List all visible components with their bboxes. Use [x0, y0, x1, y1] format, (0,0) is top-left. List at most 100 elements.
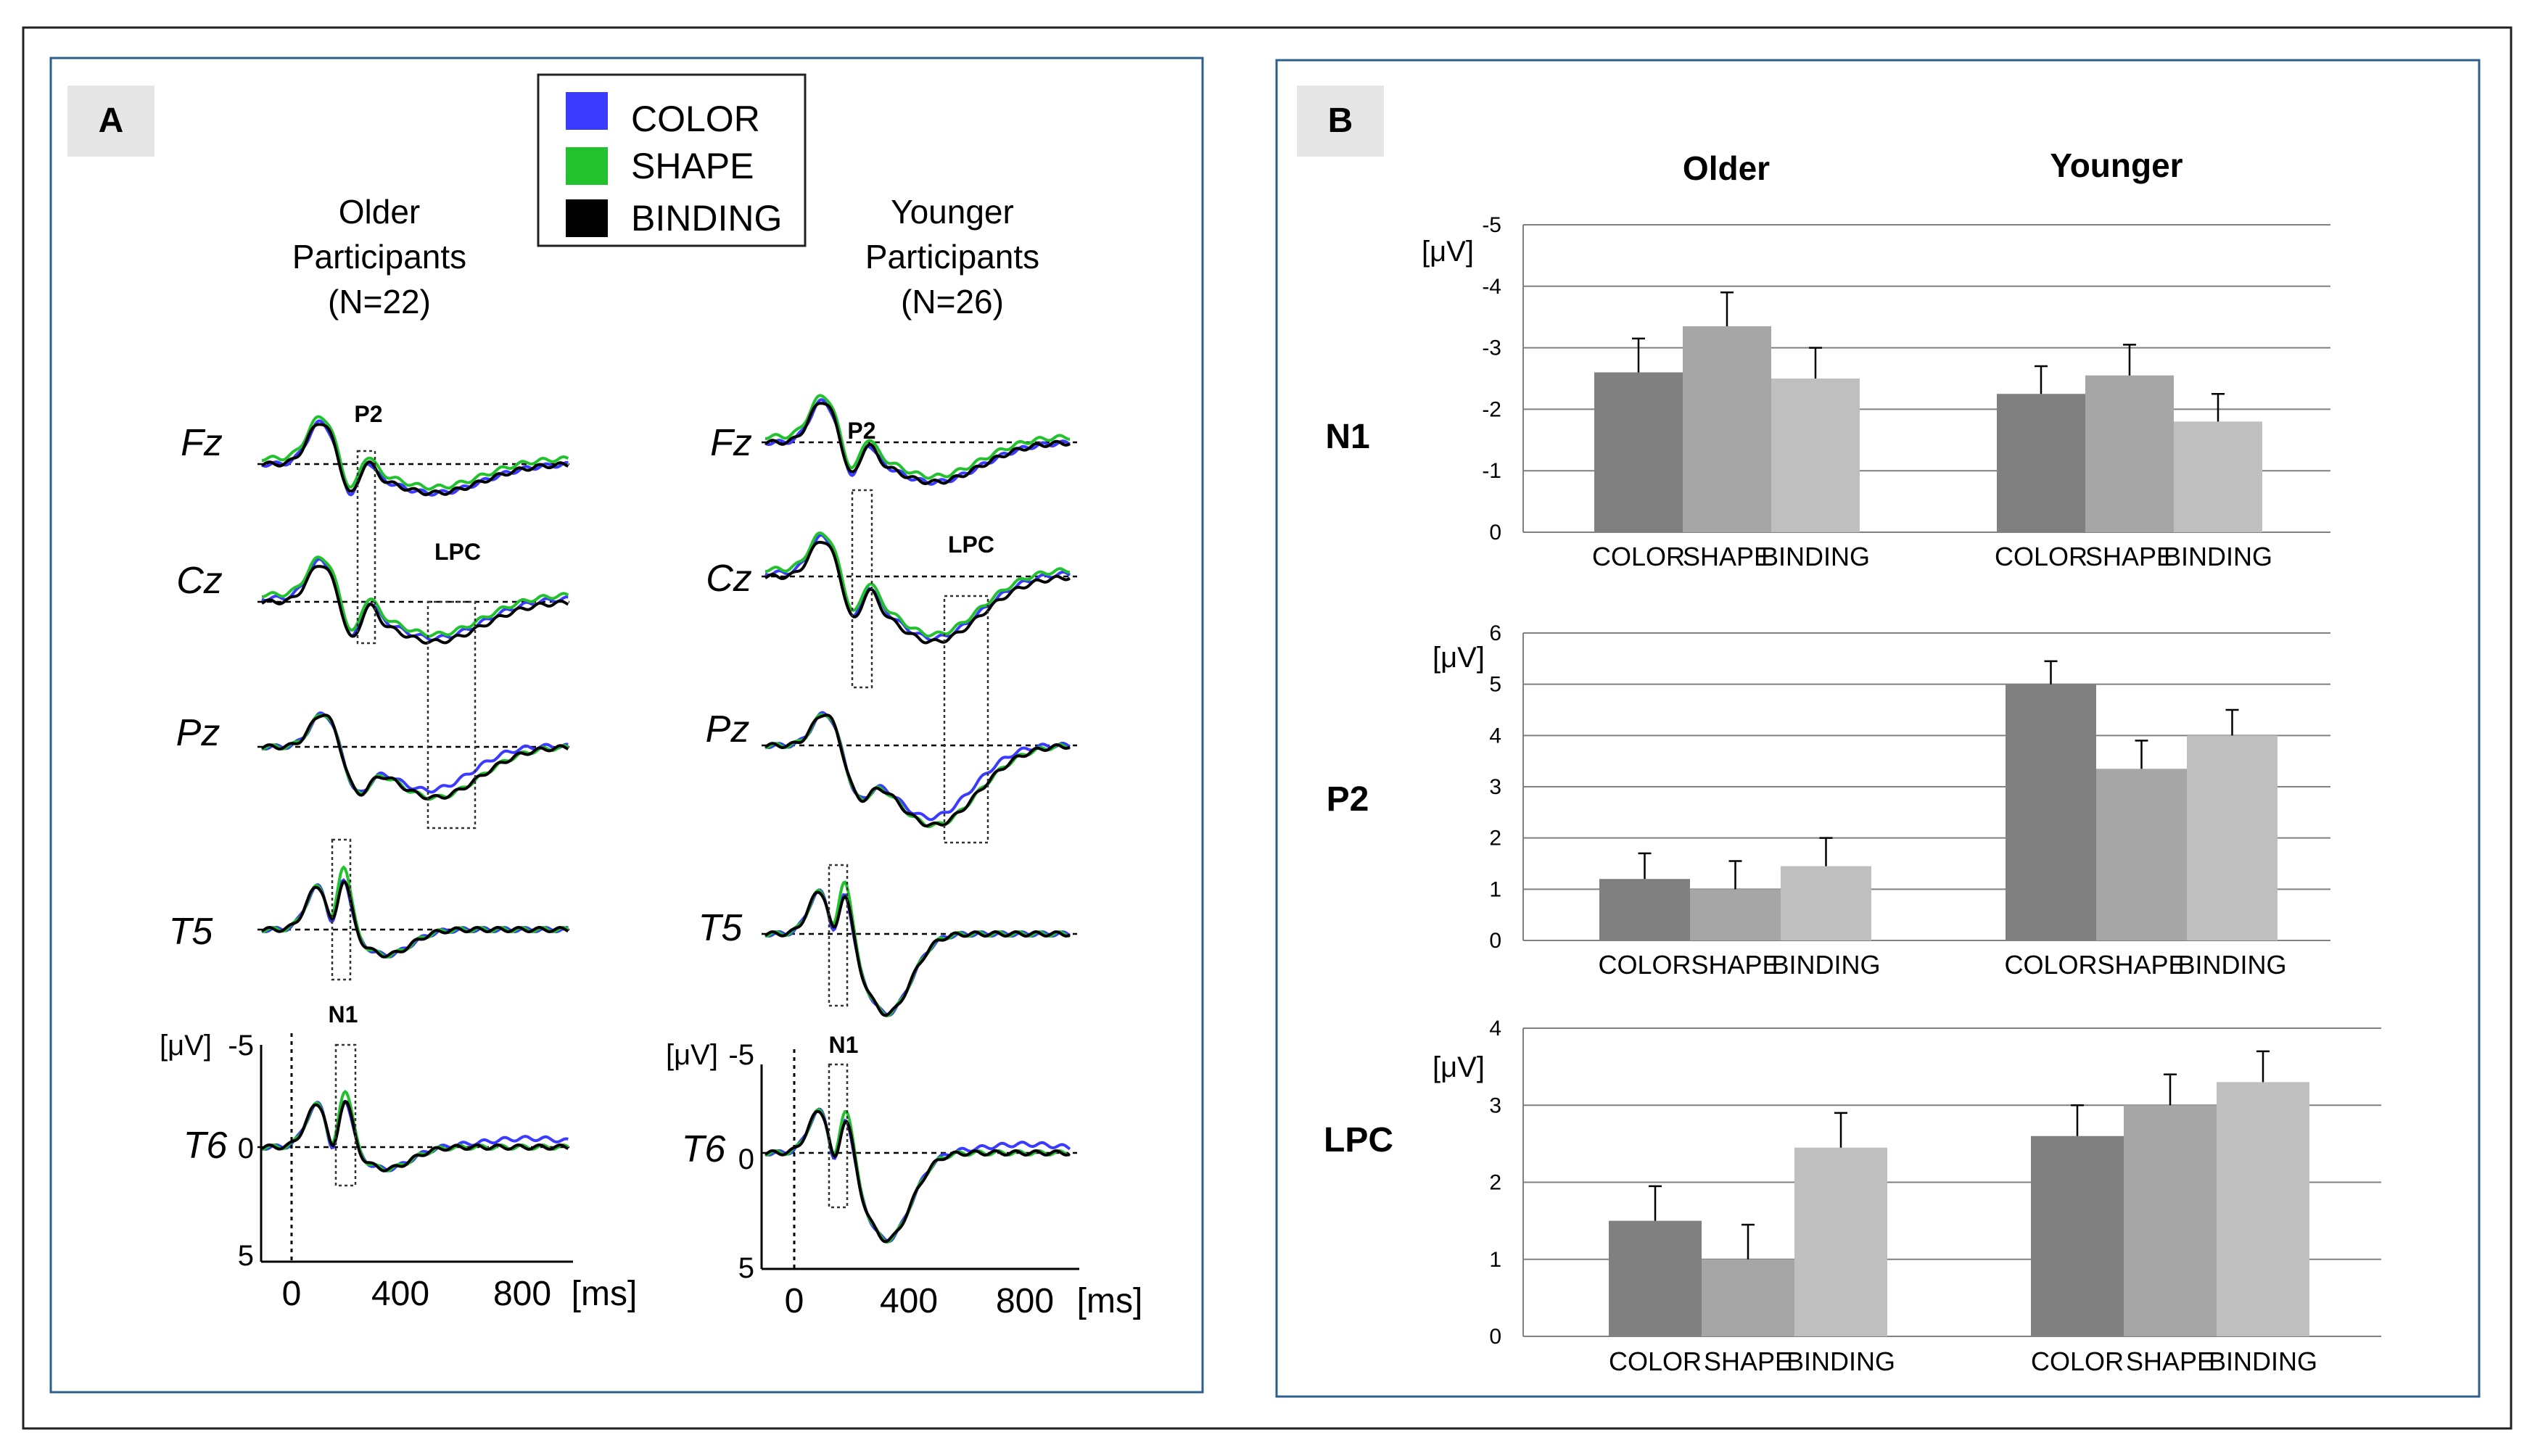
panel-b-label: B [1328, 102, 1353, 140]
channel-label-cz-older: Cz [176, 560, 223, 602]
n1-label-younger: N1 [829, 1032, 859, 1058]
x-unit-label: [ms] [572, 1275, 638, 1313]
y-tick-label: -4 [1482, 275, 1501, 299]
bar-n1-older-shape [1683, 326, 1771, 532]
group-title-line: Participants [865, 238, 1039, 276]
legend-label-binding: BINDING [631, 198, 782, 239]
y-tick-label: -5 [228, 1030, 254, 1062]
column-header-older: Older [1683, 149, 1770, 187]
channel-label-pz-older: Pz [176, 712, 220, 754]
y-tick-label: 1 [1489, 877, 1501, 901]
y-tick-label: 0 [1489, 929, 1501, 953]
y-tick-label: 0 [1489, 1325, 1501, 1349]
channel-label-t5-older: T5 [169, 911, 214, 953]
erp-trace-shape [261, 415, 569, 491]
y-tick-label: -2 [1482, 397, 1501, 421]
erp-trace-color [764, 1107, 1071, 1244]
erp-trace-shape [764, 713, 1071, 829]
erp-trace-binding [261, 423, 569, 497]
bar-n1-older-color [1594, 372, 1683, 532]
group-title-line: Participants [292, 238, 466, 276]
y-tick-label: 1 [1489, 1248, 1501, 1272]
y-tick-label: 4 [1489, 724, 1501, 748]
channel-label-cz-younger: Cz [706, 558, 752, 600]
category-label: SHAPE [2126, 1347, 2214, 1376]
erp-trace-color [261, 877, 569, 959]
bar-n1-younger-shape [2085, 375, 2174, 532]
legend-label-shape: SHAPE [631, 146, 754, 186]
category-label: BINDING [1771, 950, 1880, 980]
group-title-older: Older Participants (N=22) [292, 193, 466, 320]
bar-p2-older-shape [1690, 889, 1781, 940]
bar-lpc-younger-binding [2217, 1082, 2309, 1336]
channel-label-fz-younger: Fz [710, 422, 752, 464]
y-unit-label: [μV] [160, 1030, 212, 1062]
group-title-line: (N=22) [328, 283, 431, 320]
channel-label-pz-younger: Pz [706, 708, 750, 750]
channel-label-t6-younger: T6 [682, 1128, 726, 1170]
legend-swatch-color [566, 92, 608, 130]
category-label: BINDING [2164, 542, 2272, 571]
category-label: BINDING [1786, 1347, 1895, 1376]
n1-window-younger-t5 [828, 864, 849, 1007]
y-tick-label: 3 [1489, 1093, 1501, 1117]
erp-trace-shape [764, 531, 1071, 638]
erp-trace-binding [764, 1109, 1071, 1244]
panel-a: A COLOR SHAPE BINDING Older Participants… [49, 57, 1204, 1394]
y-tick-label: -3 [1482, 336, 1501, 360]
panel-a-label-box [67, 86, 154, 157]
y-tick-label: -1 [1482, 459, 1501, 483]
category-label: COLOR [1598, 950, 1691, 980]
channel-label-t5-younger: T5 [698, 907, 743, 949]
y-tick-label: -5 [728, 1039, 754, 1071]
x-tick-label: 800 [996, 1282, 1054, 1320]
category-label: SHAPE [2097, 950, 2185, 980]
category-label: BINDING [2209, 1347, 2317, 1376]
lpc-label-younger: LPC [948, 531, 994, 558]
category-label: BINDING [1761, 542, 1870, 571]
x-tick-label: 0 [282, 1275, 302, 1313]
y-tick-label: 2 [1489, 1171, 1501, 1195]
legend: COLOR SHAPE BINDING [537, 73, 807, 247]
erp-trace-color [764, 534, 1071, 642]
legend-swatch-shape [566, 147, 608, 185]
category-label: SHAPE [1691, 950, 1779, 980]
y-unit-label: [μV] [1433, 642, 1485, 674]
legend-label-color: COLOR [631, 99, 760, 139]
t6-axes-younger: [μV] -5 0 5 0 400 800 [ms] [666, 1039, 1142, 1320]
y-unit-label: [μV] [1433, 1051, 1485, 1083]
erp-trace-shape [764, 1108, 1071, 1244]
figure-frame [22, 26, 2513, 1430]
panel-b-label-box [1297, 86, 1384, 157]
y-tick-label: 5 [1489, 673, 1501, 697]
p2-window-younger [851, 489, 873, 689]
lpc-window-older [426, 600, 477, 830]
erp-trace-color [764, 888, 1071, 1017]
y-unit-label: [μV] [666, 1039, 718, 1071]
erp-trace-shape [764, 394, 1071, 480]
p2-label-younger: P2 [847, 418, 875, 444]
panel-a-frame [49, 57, 1204, 1394]
y-tick-label: 0 [1489, 521, 1501, 545]
n1-window-older-t6 [334, 1043, 357, 1187]
bar-p2-older-binding [1781, 866, 1871, 940]
erp-trace-binding [261, 1100, 569, 1172]
category-label: COLOR [2004, 950, 2097, 980]
erp-trace-binding [764, 402, 1071, 486]
bar-n1-older-binding [1771, 379, 1860, 532]
y-tick-label: -5 [1482, 213, 1501, 237]
category-label: COLOR [1592, 542, 1685, 571]
category-label: COLOR [1995, 542, 2087, 571]
panel-b-frame [1275, 59, 2481, 1398]
erp-trace-binding [261, 565, 569, 645]
bar-p2-younger-shape [2096, 769, 2187, 940]
erp-trace-binding [764, 540, 1071, 645]
category-label: SHAPE [2085, 542, 2174, 571]
p2-window-older [356, 450, 376, 645]
bar-lpc-older-shape [1702, 1259, 1794, 1336]
x-tick-label: 400 [371, 1275, 429, 1313]
